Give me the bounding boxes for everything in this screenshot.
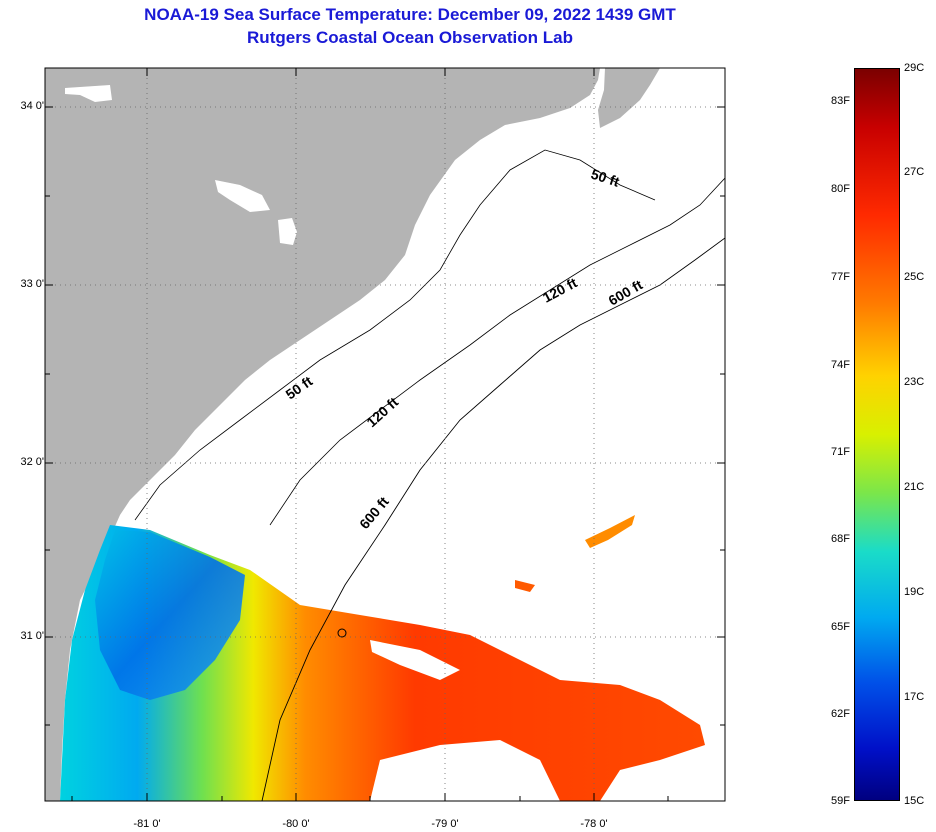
lat-label-33: 33 0': [20, 278, 44, 290]
lake-patch: [65, 85, 112, 102]
colorbar-f-65: 65F: [831, 621, 850, 633]
contour-600ft: [261, 237, 725, 801]
land-mass-nc: [598, 68, 660, 128]
temperature-colorbar: [854, 68, 900, 801]
map-title: NOAA-19 Sea Surface Temperature: Decembe…: [144, 5, 676, 24]
buoy-marker: [337, 628, 347, 638]
colorbar-f-83: 83F: [831, 95, 850, 107]
colorbar-f-59: 59F: [831, 795, 850, 807]
lat-label-34: 34 0': [20, 100, 44, 112]
colorbar-c-17: 17C: [904, 691, 925, 703]
lon-label-80: -80 0': [282, 818, 310, 830]
lon-label-78: -78 0': [580, 818, 608, 830]
land-mass-south: [45, 515, 120, 801]
axis-ticks: [45, 68, 725, 801]
sst-warm-patch: [585, 515, 635, 548]
lat-label-31: 31 0': [20, 630, 44, 642]
lake-patch: [215, 180, 270, 212]
colorbar-c-19: 19C: [904, 586, 925, 598]
sst-cloud-gap: [370, 740, 560, 801]
sst-cloud-gap: [370, 640, 460, 680]
lat-label-32: 32 0': [20, 456, 44, 468]
lon-label-81: -81 0': [133, 818, 161, 830]
colorbar-c-25: 25C: [904, 271, 925, 283]
lon-label-79: -79 0': [431, 818, 459, 830]
map-frame: [44, 67, 726, 802]
colorbar-f-80: 80F: [831, 183, 850, 195]
colorbar-c-21: 21C: [904, 481, 925, 493]
colorbar-c-29: 29C: [904, 62, 925, 74]
colorbar-c-15: 15C: [904, 795, 925, 807]
lake-patch: [278, 218, 297, 245]
contour-120ft: [269, 177, 725, 526]
colorbar-f-62: 62F: [831, 708, 850, 720]
sst-warm-patch: [515, 580, 535, 592]
sst-cold-region: [95, 530, 245, 700]
colorbar-c-23: 23C: [904, 376, 925, 388]
colorbar-f-74: 74F: [831, 359, 850, 371]
colorbar-f-68: 68F: [831, 533, 850, 545]
map-subtitle: Rutgers Coastal Ocean Observation Lab: [247, 28, 573, 47]
colorbar-f-71: 71F: [831, 446, 850, 458]
colorbar-c-27: 27C: [904, 166, 925, 178]
graticule: [45, 68, 725, 801]
land-mass: [45, 68, 600, 515]
colorbar-f-77: 77F: [831, 271, 850, 283]
